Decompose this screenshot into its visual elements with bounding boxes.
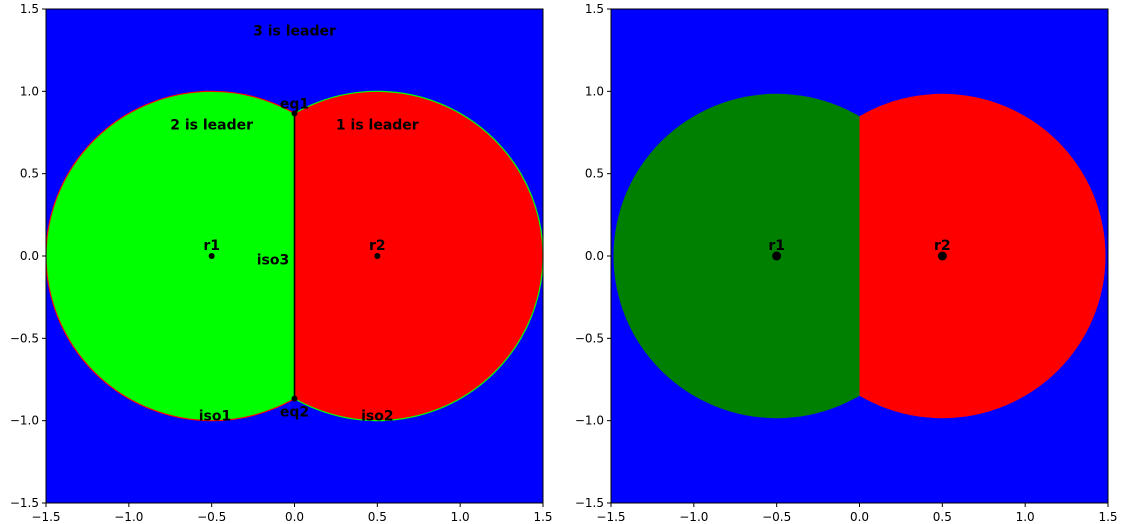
point-eq2 [291, 395, 298, 402]
x-tick-label: −1.5 [31, 510, 60, 524]
y-tick-label: 1.0 [585, 84, 604, 98]
region-right [859, 93, 1106, 419]
chart-panel-2: r1 r2 −1.5 −1.0 −0.5 0.0 0.5 1.0 1.5 −1.5 −1.0 −0.5… [575, 2, 1118, 524]
annotation-2-is-leader: 2 is leader [170, 117, 253, 133]
y-tick-label: −1.0 [575, 414, 604, 428]
x-tick-label: 0.5 [933, 510, 952, 524]
x-tick-label: −0.5 [197, 510, 226, 524]
y-tick-label: 1.5 [20, 2, 39, 16]
y-tick-label: −1.5 [575, 496, 604, 510]
point-label-r1: r1 [203, 238, 220, 254]
point-label-r1: r1 [768, 238, 785, 254]
region-1-leader [294, 90, 543, 422]
y-tick-label: −0.5 [575, 331, 604, 345]
x-tick-label: 0.5 [368, 510, 387, 524]
point-r1 [208, 253, 215, 259]
y-tick-label: −1.5 [10, 496, 39, 510]
x-tick-label: −1.0 [679, 510, 708, 524]
x-tick-label: −1.5 [596, 510, 625, 524]
annotation-iso2: iso2 [361, 409, 394, 425]
annotation-1-is-leader: 1 is leader [336, 117, 419, 133]
x-tick-label: −1.0 [114, 510, 143, 524]
x-tick-label: 1.0 [451, 510, 470, 524]
region-2-leader [46, 90, 295, 422]
region-left [613, 93, 860, 419]
y-tick-label: 0.0 [585, 249, 604, 263]
x-tick-label: −0.5 [762, 510, 791, 524]
point-label-r2: r2 [934, 238, 951, 254]
point-label-eq2: eq2 [280, 405, 309, 421]
y-tick-label: −0.5 [10, 331, 39, 345]
chart-panel-1: r1 r2 eq1 eq2 3 is leader 2 is leader 1 is lea… [10, 2, 553, 524]
x-tick-label: 0.0 [850, 510, 869, 524]
annotation-iso1: iso1 [199, 409, 232, 425]
point-eq1 [291, 110, 298, 117]
y-tick-label: 1.5 [585, 2, 604, 16]
annotation-iso3: iso3 [257, 252, 290, 268]
annotation-3-is-leader: 3 is leader [253, 23, 336, 39]
y-tick-label: 1.0 [20, 84, 39, 98]
point-r2 [374, 253, 381, 259]
y-tick-label: 0.5 [585, 167, 604, 181]
x-tick-label: 1.5 [1098, 510, 1117, 524]
x-tick-label: 1.5 [533, 510, 552, 524]
y-tick-label: 0.5 [20, 167, 39, 181]
y-tick-label: −1.0 [10, 414, 39, 428]
point-r1 [772, 251, 782, 261]
x-tick-label: 0.0 [285, 510, 304, 524]
y-tick-label: 0.0 [20, 249, 39, 263]
point-r2 [937, 251, 947, 261]
point-label-r2: r2 [369, 238, 386, 254]
point-label-eq1: eq1 [280, 96, 309, 112]
x-tick-label: 1.0 [1016, 510, 1035, 524]
